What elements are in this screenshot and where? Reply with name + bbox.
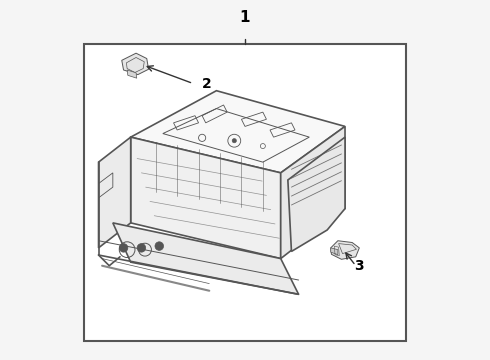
Polygon shape xyxy=(127,70,137,78)
FancyBboxPatch shape xyxy=(84,44,406,341)
Text: 1: 1 xyxy=(240,10,250,25)
Polygon shape xyxy=(288,137,345,251)
Circle shape xyxy=(232,139,237,143)
Polygon shape xyxy=(122,53,148,75)
Polygon shape xyxy=(131,91,345,173)
Polygon shape xyxy=(113,223,298,294)
Polygon shape xyxy=(331,241,359,259)
Polygon shape xyxy=(98,137,131,248)
Circle shape xyxy=(119,244,128,252)
Polygon shape xyxy=(331,248,338,255)
Polygon shape xyxy=(281,126,345,258)
Text: 2: 2 xyxy=(202,77,212,91)
Polygon shape xyxy=(131,137,281,258)
Circle shape xyxy=(155,242,164,250)
Text: 3: 3 xyxy=(354,259,364,273)
Circle shape xyxy=(137,244,146,252)
